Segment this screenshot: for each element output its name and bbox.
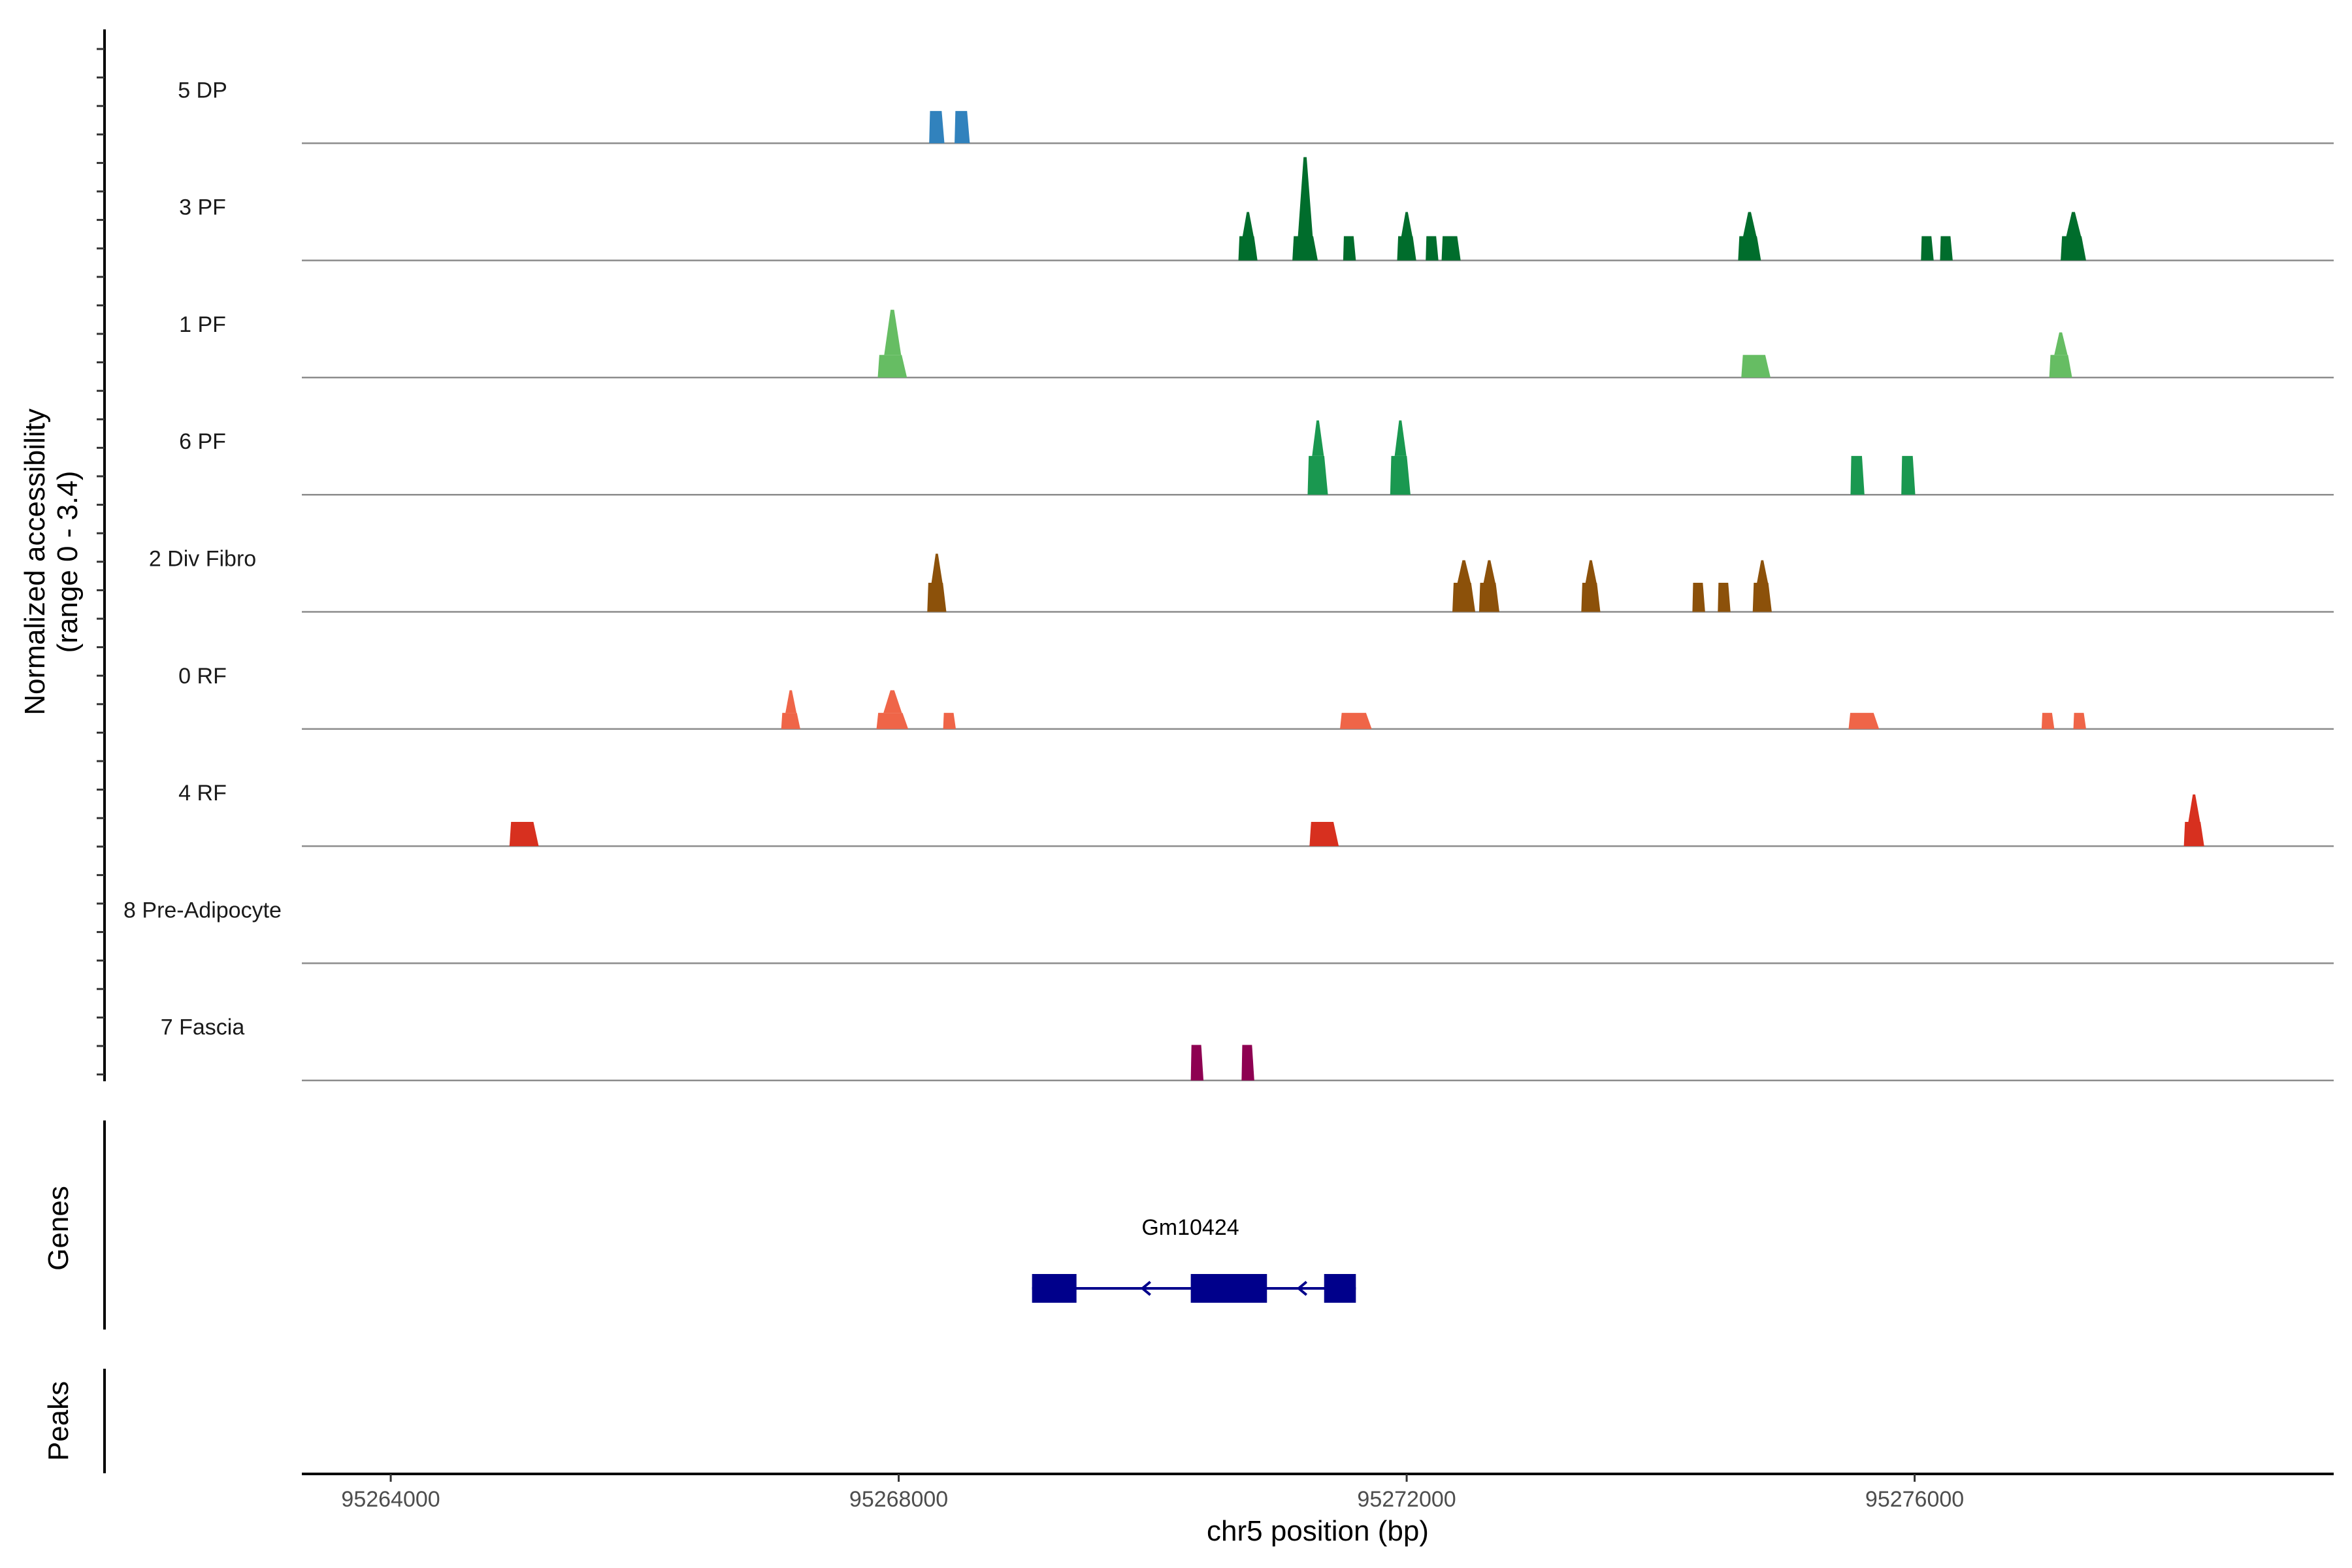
track-label: 2 Div Fibro [149,547,256,572]
coverage-spike [785,690,797,713]
tracks: 5 DP 3 PF 1 PF 6 PF 2 Div Fibro 0 RF 4 RF 8 Pre… [123,78,2334,1081]
coverage-peak [927,583,947,612]
track-3: 6 PF [179,420,2334,496]
gene-track [1032,1274,1356,1303]
coverage-peak [2061,236,2086,261]
track-label: 5 DP [178,78,227,103]
x-tick-label: 95276000 [1865,1487,1964,1512]
coverage-peak [1718,583,1731,612]
coverage-peak [929,110,945,144]
track-5: 0 RF [178,664,2334,730]
x-tick-label: 95264000 [341,1487,440,1512]
coverage-peak [1309,822,1339,847]
coverage-peak [1478,583,1499,612]
coverage-peak [1292,236,1318,261]
coverage-spike [1401,212,1413,237]
track-4: 2 Div Fibro [149,547,2334,613]
coverage-peak [781,713,800,729]
coverage-peak [1692,583,1705,612]
y-axis-title-line2: (range 0 - 3.4) [52,471,84,653]
strand-arrow [1140,1281,1151,1296]
coverage-peak [1307,455,1328,495]
coverage-peak [876,713,909,729]
track-6: 4 RF [178,781,2334,847]
coverage-peak [1340,713,1372,729]
track-label: 6 PF [179,429,226,454]
coverage-peak [1921,236,1934,261]
track-label: 1 PF [179,312,226,337]
coverage-peak [1752,583,1772,612]
coverage-spike [1757,560,1769,583]
coverage-peak [2073,713,2086,729]
coverage-peak [1901,455,1916,495]
coverage-peak [1848,713,1880,729]
track-0: 5 DP [178,78,2334,144]
track-label: 4 RF [178,781,227,806]
coverage-peak [1940,236,1953,261]
coverage-peak [1452,583,1476,612]
x-tick-label: 95268000 [849,1487,948,1512]
coverage-peak [1738,236,1761,261]
coverage-spike [1242,212,1254,237]
gene-exon [1190,1274,1267,1303]
strand-arrow [1296,1281,1308,1296]
coverage-peak [1581,583,1601,612]
coverage-spike [883,690,902,713]
coverage-peak [1741,355,1771,378]
coverage-spike [884,310,902,355]
x-axis: 95264000 95268000 95272000 95276000 [302,1473,2334,1512]
track-7: 8 Pre-Adipocyte [123,898,2334,964]
coverage-peak [1390,455,1411,495]
coverage-peak [1426,236,1439,261]
y-axis-title-line1: Normalized accessibility [19,408,51,715]
gene-exon [1032,1274,1077,1303]
track-8: 7 Fascia [161,1015,2334,1081]
peaks-panel-label: Peaks [42,1381,74,1461]
coverage-spike [2066,212,2082,237]
coverage-peak [1343,236,1356,261]
coverage-spike [1457,560,1471,583]
track-label: 8 Pre-Adipocyte [123,898,282,923]
coverage-spike [1483,560,1495,583]
coverage-spike [2054,332,2068,355]
coverage-spike [2188,794,2200,823]
genes-panel-label: Genes [42,1186,74,1271]
y-axis [97,29,106,1473]
coverage-peak [1397,236,1416,261]
coverage-peak [509,822,539,847]
track-label: 3 PF [179,195,226,220]
coverage-peak [955,110,970,144]
x-axis-title: chr5 position (bp) [1207,1515,1429,1547]
coverage-spike [1312,420,1324,456]
coverage-peak [1241,1045,1254,1081]
gene-exon [1324,1274,1356,1303]
coverage-spike [1585,560,1597,583]
coverage-peak [943,713,956,729]
x-tick-label: 95272000 [1357,1487,1456,1512]
coverage-spike [1743,212,1757,237]
coverage-peak [2041,713,2055,729]
coverage-peak [877,355,907,378]
coverage-peak [1850,455,1865,495]
coverage-peak [1190,1045,1204,1081]
track-1: 3 PF [179,157,2334,261]
coverage-peak [1441,236,1461,261]
track-2: 1 PF [179,310,2334,379]
coverage-spike [1394,420,1407,456]
coverage-peak [2183,822,2204,847]
coverage-peak [2049,355,2072,378]
coverage-spike [931,553,943,583]
coverage-peak [1238,236,1258,261]
track-label: 0 RF [178,664,227,689]
coverage-spike [1298,157,1313,237]
gene-label: Gm10424 [1141,1215,1239,1240]
track-label: 7 Fascia [161,1015,245,1040]
